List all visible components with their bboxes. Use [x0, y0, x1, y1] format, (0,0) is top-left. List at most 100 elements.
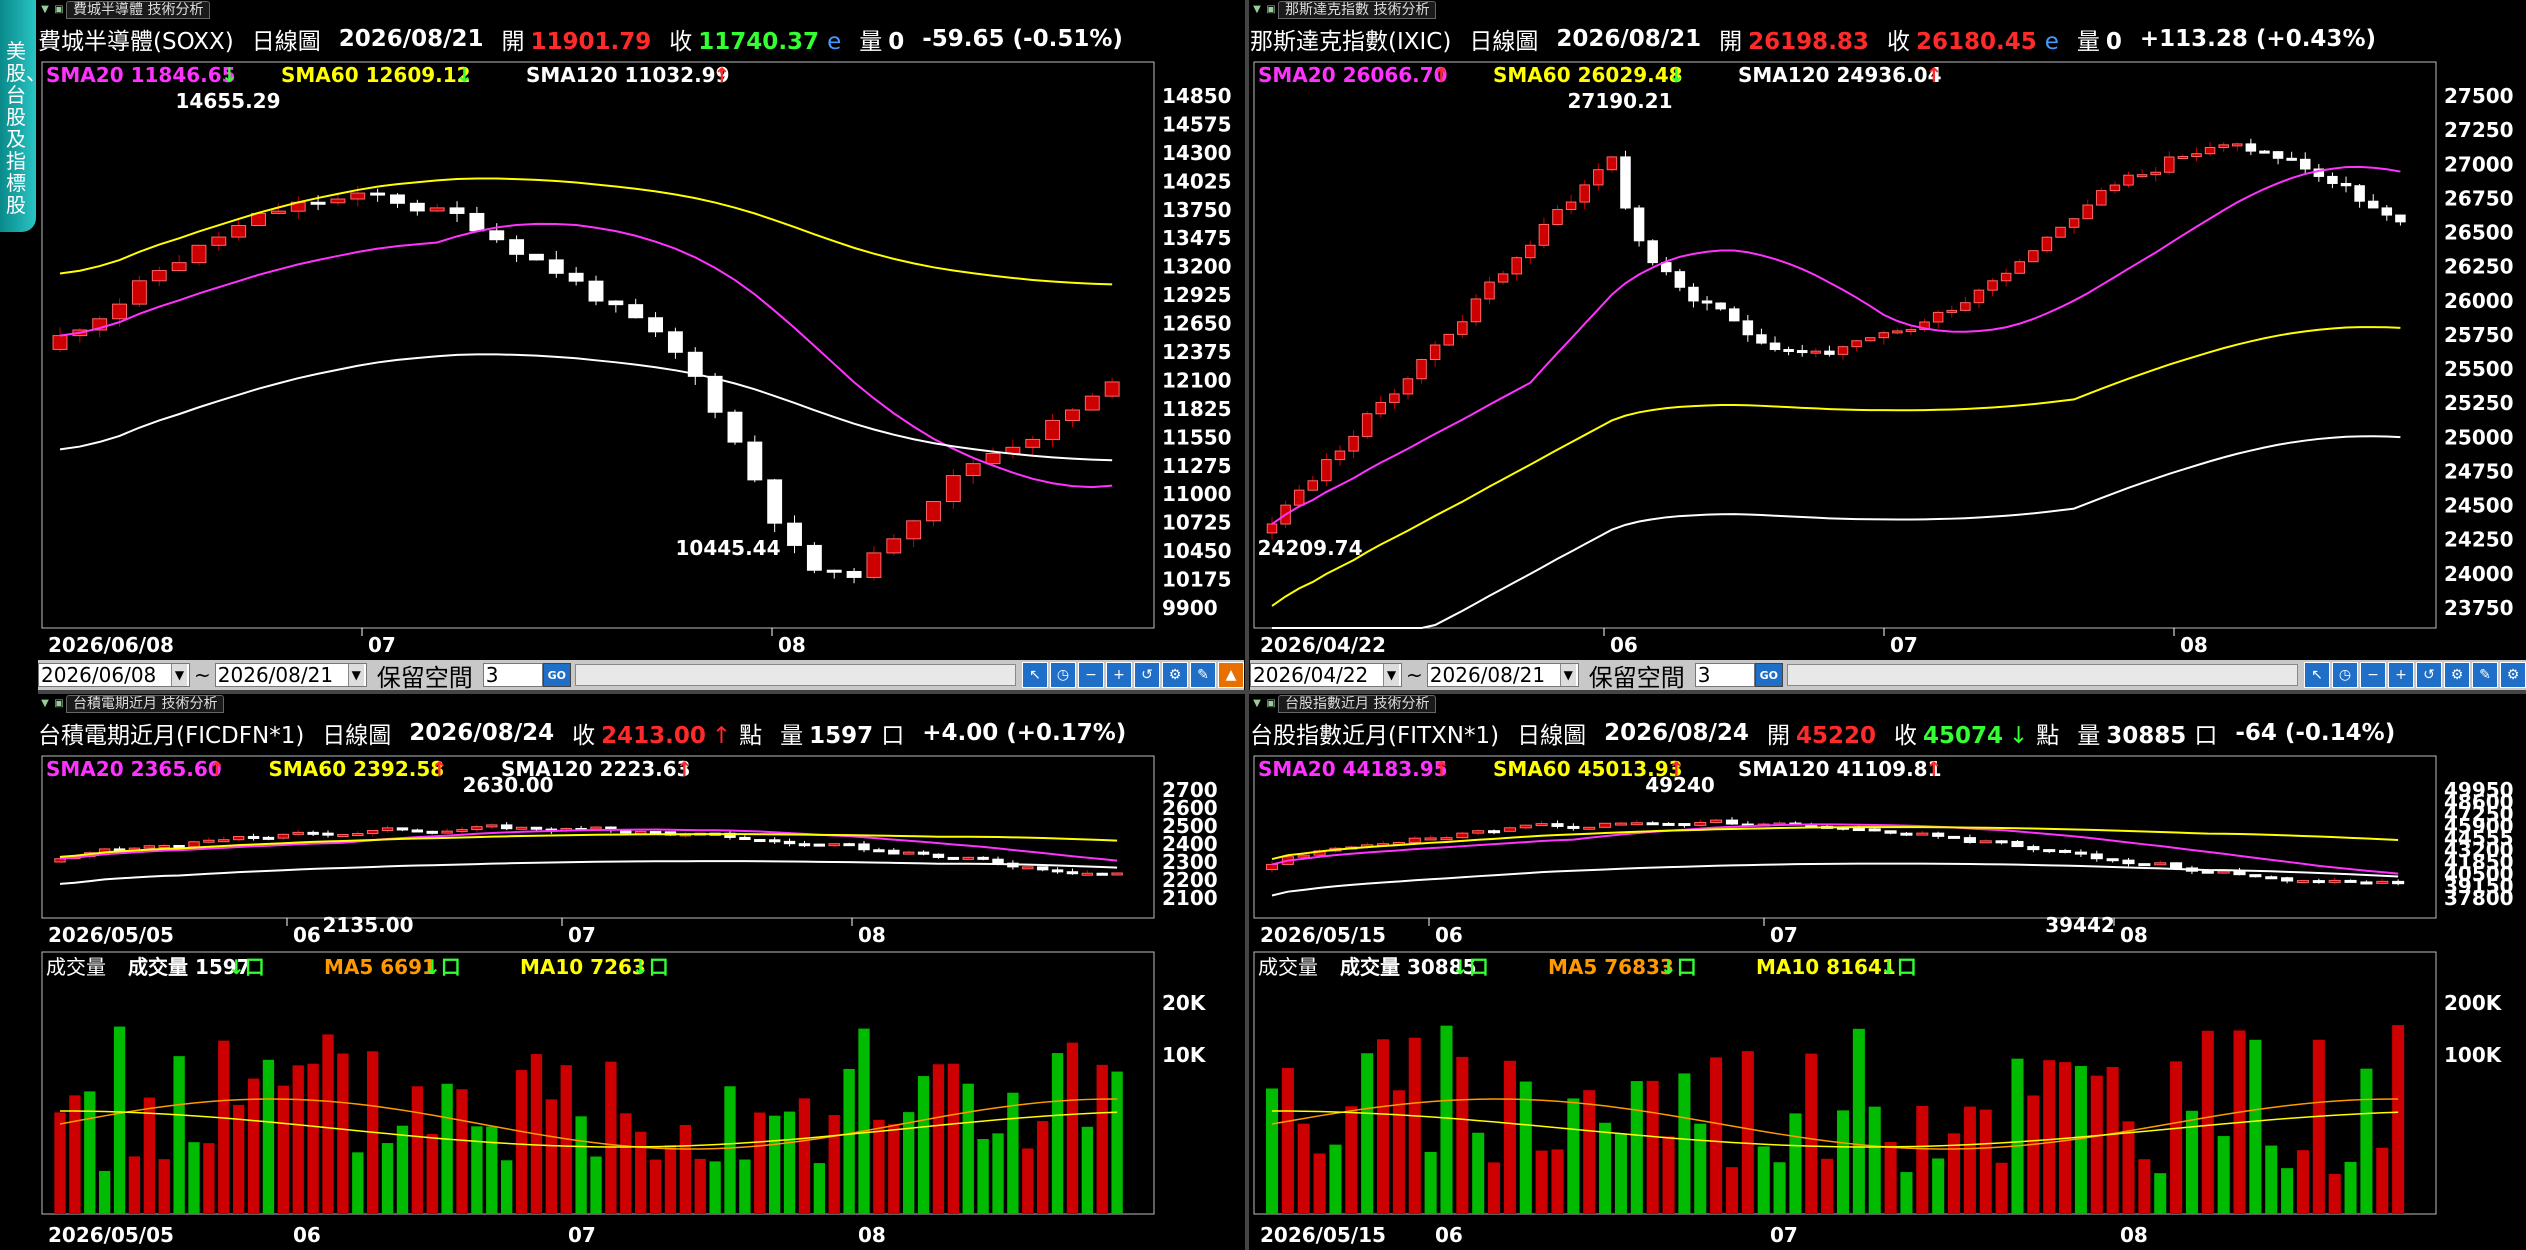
chevron-down-icon[interactable]: ▼ — [1383, 664, 1399, 686]
candle — [1783, 348, 1794, 352]
price-chart[interactable]: SMA20 26066.70↑ SMA60 26029.48↓ SMA120 249… — [1250, 58, 2526, 658]
chevron-down-icon[interactable]: ▼ — [1253, 4, 1261, 15]
volume-bar — [1007, 1092, 1019, 1214]
sma-arrow: ↑ — [1668, 757, 1685, 781]
volume-bar — [292, 1065, 304, 1214]
cursor-icon[interactable]: ↖ — [1022, 662, 1048, 688]
candle — [1646, 822, 1659, 826]
sma-legend: SMA20 44183.95 — [1258, 757, 1448, 781]
from-date[interactable]: 2026/04/22 — [1253, 663, 1369, 687]
y-tick-label: 47250 — [2444, 802, 2514, 826]
panel-tab[interactable]: ▼ ▣ 那斯達克指數 技術分析 — [1250, 0, 1470, 20]
chevron-down-icon[interactable]: ▼ — [41, 698, 49, 709]
chevron-down-icon[interactable]: ▼ — [1559, 664, 1576, 686]
candle — [2096, 190, 2107, 206]
zoom-out-icon[interactable]: − — [1078, 662, 1104, 688]
candle — [1051, 869, 1064, 873]
candle — [2170, 862, 2183, 869]
candle — [1402, 378, 1414, 395]
volume-bar — [113, 1026, 126, 1214]
clock-icon[interactable]: ◷ — [2332, 662, 2358, 688]
candle — [1424, 837, 1437, 841]
vol-tick: 200K — [2444, 991, 2503, 1015]
volume-bar — [1345, 1106, 1358, 1214]
candle — [2014, 261, 2025, 274]
go-button[interactable]: GO — [1754, 663, 1783, 687]
open-label: 開 — [1719, 29, 1743, 55]
settings-icon[interactable]: ⚙ — [2444, 662, 2470, 688]
vol-value: 0 — [888, 29, 905, 55]
candle — [962, 856, 974, 860]
volume-bar — [233, 1104, 245, 1214]
from-date[interactable]: 2026/06/08 — [41, 663, 157, 687]
zoom-out-icon[interactable]: − — [2360, 662, 2386, 688]
candle — [590, 826, 602, 830]
volume-chart[interactable]: 成交量 成交量 1597↓口 MA5 6691↓口 MA10 7263↓口20K10K… — [38, 950, 1244, 1250]
volume-bar — [2185, 1110, 2198, 1214]
vol-tick: 10K — [1162, 1043, 1207, 1067]
candle — [649, 830, 662, 834]
side-tab-market[interactable]: 美股、台股及指標股 — [0, 0, 46, 232]
panel-tab[interactable]: ▼ ▣ 台積電期近月 技術分析 — [38, 694, 258, 714]
reserve-input[interactable]: 3 — [1697, 663, 1711, 687]
chevron-down-icon[interactable]: ▼ — [171, 664, 187, 686]
quote-date: 2026/08/21 — [1556, 26, 1702, 52]
sma60-line — [1271, 326, 2401, 607]
alert-icon[interactable]: ⚙ — [2500, 662, 2526, 688]
tool-icon[interactable]: ✎ — [2472, 662, 2498, 688]
x-tick-label: 07 — [368, 633, 396, 657]
panel-tab[interactable]: ▼ ▣ 費城半導體 技術分析 — [38, 0, 258, 20]
sma-arrow: ↑ — [431, 757, 448, 781]
candle — [1497, 273, 1509, 283]
volume-title: 成交量 — [1258, 955, 1318, 979]
reset-icon[interactable]: ↺ — [2416, 662, 2442, 688]
candle — [151, 270, 167, 282]
y-tick-label: 10175 — [1162, 568, 1232, 592]
price-chart[interactable]: SMA20 2365.60↑ SMA60 2392.58↑ SMA120 2223.… — [38, 752, 1244, 948]
volume-bar — [1440, 1025, 1453, 1214]
reset-icon[interactable]: ↺ — [1134, 662, 1160, 688]
price-chart[interactable]: SMA20 44183.95↑ SMA60 45013.93↑ SMA120 411… — [1250, 752, 2526, 948]
volume-bar — [441, 1083, 453, 1214]
candle — [1552, 208, 1563, 225]
tool-icon[interactable]: ✎ — [1190, 662, 1216, 688]
volume-chart[interactable]: 成交量 成交量 30885↓口 MA5 76833↓口 MA10 81641↓口200… — [1250, 950, 2526, 1250]
to-date[interactable]: 2026/08/21 — [217, 663, 334, 687]
volume-bar — [1503, 1060, 1516, 1214]
candle — [352, 833, 364, 837]
vol-unit: 口 — [2194, 723, 2218, 749]
volume-bar — [1488, 1162, 1501, 1214]
to-date[interactable]: 2026/08/21 — [1429, 663, 1546, 687]
scrollbar[interactable] — [574, 664, 1016, 686]
volume-bar — [322, 1034, 334, 1214]
scrollbar[interactable] — [1786, 664, 2298, 686]
candle — [992, 858, 1004, 864]
volume-bar — [1361, 1053, 1374, 1214]
zoom-in-icon[interactable]: + — [2388, 662, 2414, 688]
volume-bar — [992, 1133, 1004, 1214]
candle — [707, 375, 723, 413]
horizontal-divider[interactable] — [38, 690, 2526, 694]
range-sep: ~ — [194, 663, 211, 687]
settings-icon[interactable]: ⚙ — [1162, 662, 1188, 688]
chevron-down-icon[interactable]: ▼ — [1253, 698, 1261, 709]
go-button[interactable]: GO — [542, 663, 571, 687]
candle — [1606, 156, 1618, 171]
volume-bar — [1456, 1056, 1469, 1214]
alert-icon[interactable]: ▲ — [1218, 662, 1244, 688]
vertical-divider[interactable] — [1245, 0, 1249, 1250]
chevron-down-icon[interactable]: ▼ — [41, 4, 49, 15]
candle — [767, 479, 783, 524]
candle — [926, 501, 941, 522]
clock-icon[interactable]: ◷ — [1050, 662, 1076, 688]
candle — [1932, 311, 1944, 323]
price-chart[interactable]: SMA20 11846.65↓ SMA60 12609.12↓ SMA120 110… — [38, 58, 1244, 658]
cursor-icon[interactable]: ↖ — [2304, 662, 2330, 688]
volume-bar — [2138, 1159, 2151, 1214]
zoom-in-icon[interactable]: + — [1106, 662, 1132, 688]
quote-date: 2026/08/24 — [1604, 720, 1749, 746]
x-tick-label: 07 — [568, 1223, 596, 1247]
panel-tab[interactable]: ▼ ▣ 台股指數近月 技術分析 — [1250, 694, 1470, 714]
reserve-input[interactable]: 3 — [485, 663, 499, 687]
chevron-down-icon[interactable]: ▼ — [347, 664, 364, 686]
